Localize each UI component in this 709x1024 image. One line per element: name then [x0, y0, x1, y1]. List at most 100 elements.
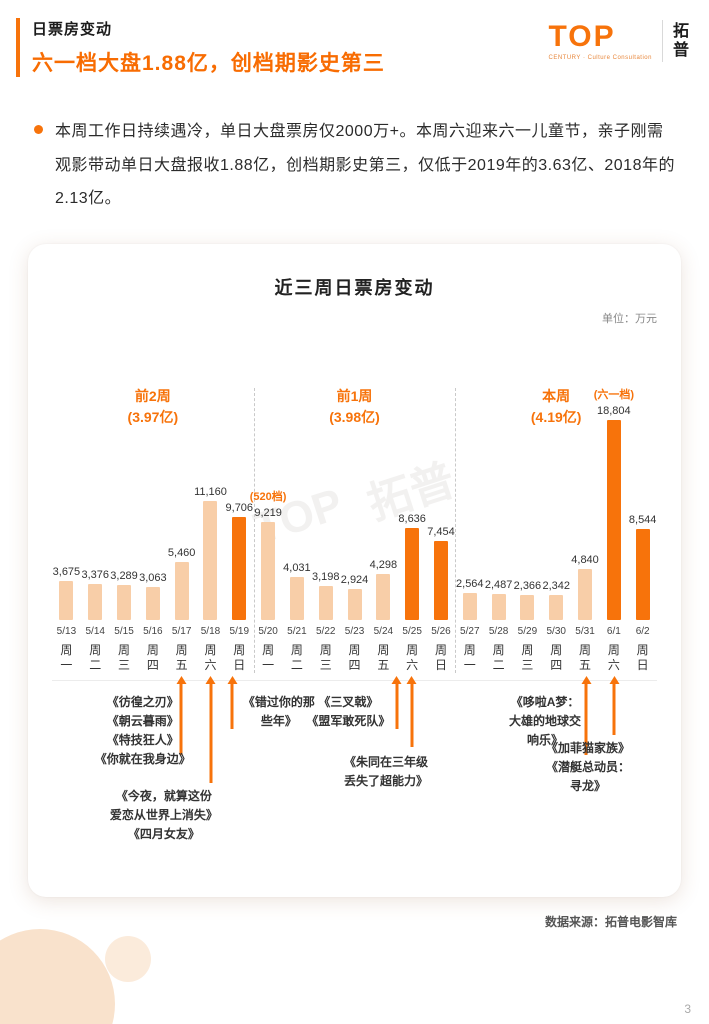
header: 日票房变动 六一档大盘1.88亿，创档期影史第三 TOP CENTURY · C… [0, 0, 709, 77]
chart-baseline [52, 679, 657, 681]
bar-area: 2,366 [513, 386, 542, 620]
bar-area: 8,544 [628, 386, 657, 620]
bar-5/28 [491, 593, 506, 620]
bar-area: 4,031 [283, 386, 312, 620]
x-axis-weekday: 周日 [233, 642, 246, 672]
chart-day-column: 2,564 5/27 周一 [455, 386, 484, 673]
page-number: 3 [684, 1002, 691, 1016]
bar-area: 4,298 [369, 386, 398, 620]
x-axis-weekday: 周六 [607, 642, 620, 672]
bar-5/30 [549, 594, 564, 620]
chart-day-column: 3,063 5/16 周四 [138, 386, 167, 673]
bar-value-label: 3,289 [110, 569, 138, 582]
chart-day-column: 3,675 5/13 周一 [52, 386, 81, 673]
chart-day-column: 8,636 5/25 周六 [398, 386, 427, 673]
annotation-arrow [230, 682, 234, 729]
annotations: 《彷徨之刃》 《朝云暮雨》 《特技狂人》 《你就在我身边》 《今夜，就算这份 爱恋从世界上… [52, 681, 657, 873]
unit-label: 单位：万元 [602, 312, 657, 325]
chart-day-column: (520档) 9,219 5/20 周一 [250, 386, 287, 673]
annotation-films: 《错过你的那 些年》 [242, 694, 315, 728]
chart-day-column: 3,198 5/22 周三 [311, 386, 340, 673]
bar-value-label: 8,544 [628, 513, 657, 526]
x-axis-date: 6/2 [635, 625, 650, 637]
x-axis-date: 5/26 [431, 625, 451, 637]
x-axis-weekday: 周六 [406, 642, 419, 672]
data-source: 数据来源：拓普电影智库 [544, 914, 677, 929]
x-axis-date: 5/18 [200, 625, 221, 637]
chart-day-column: 7,454 5/26 周日 [427, 386, 456, 673]
bar-5/15 [117, 584, 132, 620]
x-axis-weekday: 周三 [118, 642, 131, 672]
chart-day-column: 4,298 5/24 周五 [369, 386, 398, 673]
chart-day-column: 4,031 5/21 周二 [283, 386, 312, 673]
bar-value-label: 7,454 [427, 525, 455, 538]
chart-day-column: 2,366 5/29 周三 [513, 386, 542, 673]
page-title: 六一档大盘1.88亿，创档期影史第三 [32, 52, 385, 75]
special-day-tag: (六一档) [593, 388, 635, 401]
bar-5/27 [462, 592, 477, 620]
group-separator [253, 387, 255, 673]
bar-value-label: 3,376 [81, 568, 109, 581]
x-axis-date: 5/19 [229, 625, 250, 637]
annotation-films: 《三叉戟》 《盟军敢死队》 [306, 694, 391, 728]
x-axis-date: 5/14 [85, 625, 105, 637]
bar-value-label: 4,298 [369, 558, 398, 571]
bar-5/18 [203, 500, 218, 620]
bar-area: 2,342 [542, 386, 571, 620]
bar-5/13 [59, 580, 74, 620]
x-axis-date: 5/24 [373, 625, 394, 637]
x-axis-weekday: 周四 [550, 642, 563, 672]
section-label: 日票房变动 [32, 21, 113, 38]
bar-5/19 [232, 516, 247, 620]
bar-value-label: 4,840 [571, 553, 599, 566]
annotation-films: 《今夜，就算这份 爱恋从世界上消失》 《四月女友》 [109, 788, 218, 842]
x-axis-date: 5/25 [402, 625, 422, 637]
x-axis-date: 6/1 [606, 625, 621, 637]
bar-5/31 [578, 568, 593, 620]
logo-divider [661, 20, 663, 62]
x-axis-weekday: 周一 [262, 642, 275, 672]
x-axis-date: 5/28 [488, 625, 509, 637]
x-axis-date: 5/29 [517, 625, 538, 637]
bar-5/21 [289, 576, 304, 620]
bar-5/23 [347, 588, 362, 620]
top-logo: TOP CENTURY · Culture Consultation 拓 普 [549, 18, 689, 62]
annotation-films: 《加菲猫家族》 《潜艇总动员： 寻龙》 [546, 740, 631, 794]
chart-day-column: 4,840 5/31 周五 [571, 386, 600, 673]
bar-value-label: 3,063 [139, 571, 167, 584]
x-axis-weekday: 周六 [204, 642, 217, 672]
bar-area: 2,487 [484, 386, 513, 620]
annotation-arrow [179, 682, 183, 755]
bar-area: 7,454 [427, 386, 456, 620]
x-axis-date: 5/20 [258, 625, 278, 637]
bar-value-label: 2,564 [456, 577, 484, 590]
bar-area: 2,564 [455, 386, 484, 620]
chart-card: 近三周日票房变动 单位：万元 TOP 拓普 前2周 (3.97亿) 前1周 (3.98… [28, 243, 681, 897]
chart-day-column: 5,460 5/17 周五 [167, 386, 196, 673]
annotation-arrow [395, 682, 399, 729]
x-axis-date: 5/15 [114, 625, 134, 637]
bar-area: 3,376 [81, 386, 110, 620]
x-axis-date: 5/17 [171, 625, 192, 637]
chart-day-column: 3,376 5/14 周二 [81, 386, 110, 673]
header-title-block: 日票房变动 六一档大盘1.88亿，创档期影史第三 [16, 18, 385, 77]
bar-value-label: 8,636 [398, 512, 426, 525]
bar-5/24 [376, 573, 391, 620]
bar-5/26 [433, 540, 448, 620]
logo-cn-char: 普 [672, 42, 689, 59]
chart-day-column: 2,924 5/23 周四 [340, 386, 369, 673]
bar-area: 2,924 [340, 386, 369, 620]
x-axis-weekday: 周四 [146, 642, 159, 672]
bar-5/22 [318, 585, 333, 620]
x-axis-weekday: 周一 [463, 642, 476, 672]
annotation-films: 《哆啦A梦： 大雄的地球交 响乐》 [509, 694, 582, 748]
x-axis-weekday: 周五 [175, 642, 188, 672]
x-axis-date: 5/23 [344, 625, 365, 637]
chart-day-column: 11,160 5/18 周六 [194, 386, 227, 673]
bar-value-label: 2,487 [484, 578, 513, 591]
bullet-icon [34, 125, 43, 134]
chart-day-column: 9,706 5/19 周日 [225, 386, 254, 673]
chart-day-column: 8,544 6/2 周日 [628, 386, 657, 673]
summary-text: 本周工作日持续遇冷，单日大盘票房仅2000万+。本周六迎来六一儿童节，亲子刚需观… [55, 123, 675, 208]
bar-area: 3,198 [311, 386, 340, 620]
